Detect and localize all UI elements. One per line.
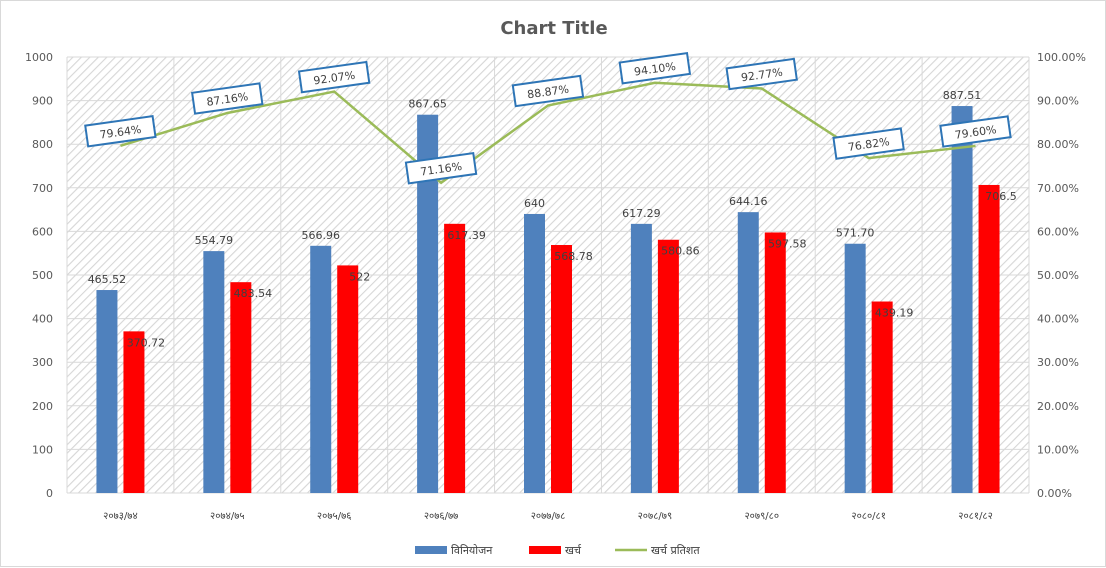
bar-allocation [738,212,759,493]
bar-expenditure [444,224,465,493]
y-right-tick-label: 0.00% [1037,487,1072,500]
bar-allocation-value-label: 887.51 [943,89,982,102]
bar-allocation [310,246,331,493]
y-right-tick-label: 50.00% [1037,269,1079,282]
bar-allocation [845,244,866,493]
bar-allocation [203,251,224,493]
bar-allocation [952,106,973,493]
x-category-label: २०८१/८२ [958,511,993,522]
bar-allocation-value-label: 554.79 [195,234,234,247]
y-right-tick-label: 30.00% [1037,356,1079,369]
x-category-label: २०७९/८० [744,511,779,522]
y-right-tick-label: 90.00% [1037,95,1079,108]
bar-allocation [524,214,545,493]
bar-expenditure-value-label: 597.58 [768,237,807,250]
bar-expenditure-value-label: 617.39 [447,229,486,242]
bar-expenditure-value-label: 483.54 [234,287,273,300]
y-left-tick-label: 300 [32,356,53,369]
bar-allocation-value-label: 640 [524,197,545,210]
bar-allocation [96,290,117,493]
bar-expenditure-value-label: 439.19 [875,307,914,320]
bar-expenditure [337,265,358,493]
y-right-tick-label: 70.00% [1037,182,1079,195]
y-left-tick-label: 400 [32,313,53,326]
bar-expenditure-value-label: 522 [349,270,370,283]
x-category-label: २०७६/७७ [424,511,459,522]
chart-title: Chart Title [500,18,607,39]
legend-swatch [415,546,447,554]
y-left-tick-label: 700 [32,182,53,195]
x-category-label: २०७८/७९ [638,511,673,522]
y-right-tick-label: 20.00% [1037,400,1079,413]
y-right-tick-label: 10.00% [1037,443,1079,456]
bar-expenditure [230,282,251,493]
y-left-tick-label: 1000 [25,51,53,64]
bar-expenditure [658,240,679,493]
y-left-tick-label: 500 [32,269,53,282]
bar-expenditure-value-label: 706.5 [985,190,1017,203]
y-left-tick-label: 900 [32,95,53,108]
y-left-tick-label: 0 [46,487,53,500]
y-left-tick-label: 600 [32,225,53,238]
y-left-tick-label: 200 [32,400,53,413]
bar-allocation-value-label: 566.96 [301,229,340,242]
y-right-tick-label: 100.00% [1037,51,1086,64]
x-category-label: २०७४/७५ [210,511,245,522]
bar-allocation-value-label: 644.16 [729,195,768,208]
y-left-tick-label: 800 [32,138,53,151]
y-left-tick-label: 100 [32,443,53,456]
bar-expenditure-value-label: 370.72 [127,336,166,349]
x-category-label: २०७७/७८ [531,511,566,522]
bar-expenditure [765,232,786,493]
bar-expenditure-value-label: 580.86 [661,245,700,258]
legend-label: विनियोजन [451,544,493,557]
y-right-tick-label: 40.00% [1037,313,1079,326]
bar-expenditure-value-label: 568.78 [554,250,593,263]
bar-expenditure [551,245,572,493]
bar-allocation-value-label: 617.29 [622,207,661,220]
x-category-label: २०८०/८१ [851,511,886,522]
y-right-tick-label: 60.00% [1037,225,1079,238]
legend-swatch [529,546,561,554]
bar-allocation-value-label: 465.52 [88,273,127,286]
x-category-label: २०७५/७६ [317,511,352,522]
bar-expenditure [123,331,144,493]
bar-allocation [631,224,652,493]
bar-allocation-value-label: 867.65 [408,98,447,111]
bar-expenditure [872,302,893,493]
legend-label: खर्च [565,544,582,557]
bar-allocation-value-label: 571.70 [836,227,875,240]
x-category-label: २०७३/७४ [103,511,138,522]
bar-expenditure [979,185,1000,493]
y-right-tick-label: 80.00% [1037,138,1079,151]
legend-label: खर्च प्रतिशत [651,544,700,557]
